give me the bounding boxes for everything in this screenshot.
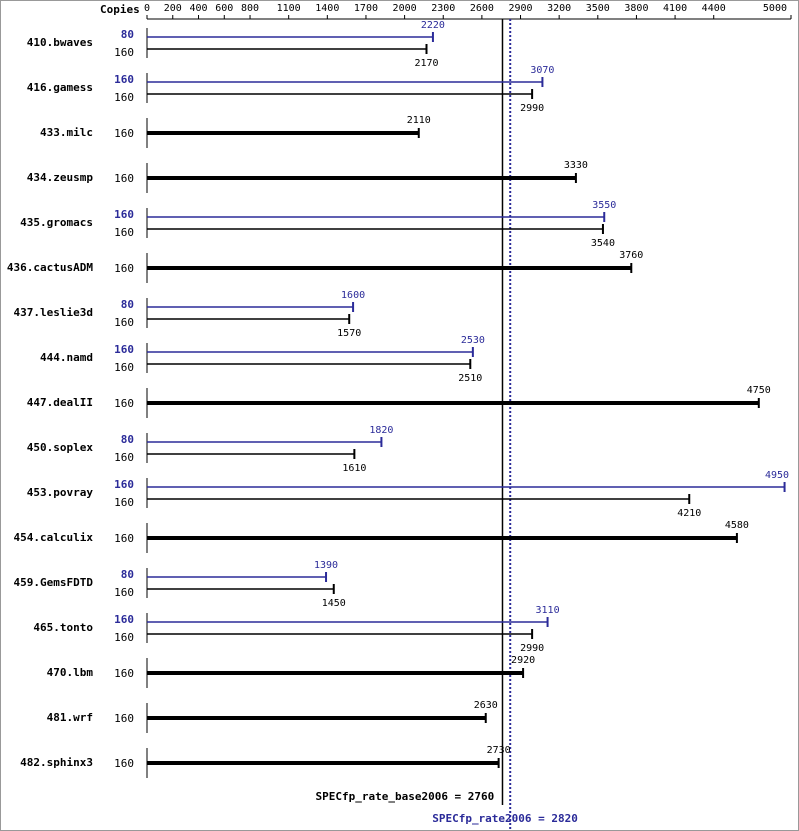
- peak-copies: 160: [114, 613, 134, 626]
- peak-value-label: 1820: [369, 425, 393, 436]
- base-copies: 160: [114, 451, 134, 464]
- base-copies: 160: [114, 631, 134, 644]
- peak-copies: 160: [114, 343, 134, 356]
- base-copies: 160: [114, 316, 134, 329]
- x-tick-label: 1400: [315, 3, 339, 14]
- benchmark-label: 434.zeusmp: [27, 171, 94, 184]
- base-value-label: 1570: [337, 328, 361, 339]
- x-tick-label: 3500: [586, 3, 610, 14]
- base-value-label: 4210: [677, 508, 701, 519]
- peak-copies: 80: [121, 568, 134, 581]
- peak-value-label: 2220: [421, 20, 445, 31]
- benchmark-label: 450.soplex: [27, 441, 94, 454]
- base-value-label: 2990: [520, 103, 544, 114]
- base-copies: 160: [114, 226, 134, 239]
- benchmark-label: 436.cactusADM: [7, 261, 93, 274]
- benchmark-label: 444.namd: [40, 351, 93, 364]
- x-tick-label: 600: [215, 3, 233, 14]
- peak-value-label: 1390: [314, 560, 338, 571]
- x-tick-label: 200: [164, 3, 182, 14]
- base-copies: 160: [114, 127, 134, 140]
- base-copies: 160: [114, 46, 134, 59]
- base-value-label: 4750: [747, 385, 771, 396]
- benchmark-label: 453.povray: [27, 486, 94, 499]
- base-copies: 160: [114, 361, 134, 374]
- peak-value-label: 2530: [461, 335, 485, 346]
- x-tick-label: 2600: [470, 3, 494, 14]
- base-value-label: 2170: [414, 58, 438, 69]
- x-tick-label: 800: [241, 3, 259, 14]
- benchmark-label: 465.tonto: [33, 621, 93, 634]
- axis-label: Copies: [100, 3, 140, 16]
- base-copies: 160: [114, 496, 134, 509]
- x-tick-label: 1100: [277, 3, 301, 14]
- base-copies: 160: [114, 262, 134, 275]
- base-copies: 160: [114, 532, 134, 545]
- base-copies: 160: [114, 667, 134, 680]
- base-copies: 160: [114, 712, 134, 725]
- peak-copies: 80: [121, 433, 134, 446]
- benchmark-label: 435.gromacs: [20, 216, 93, 229]
- base-copies: 160: [114, 757, 134, 770]
- base-value-label: 4580: [725, 520, 749, 531]
- benchmark-label: 454.calculix: [14, 531, 94, 544]
- benchmark-label: 481.wrf: [47, 711, 93, 724]
- peak-value-label: 3070: [530, 65, 554, 76]
- base-value-label: 1450: [322, 598, 346, 609]
- x-tick-label: 400: [189, 3, 207, 14]
- benchmark-label: 459.GemsFDTD: [14, 576, 94, 589]
- base-copies: 160: [114, 397, 134, 410]
- benchmark-label: 433.milc: [40, 126, 93, 139]
- x-tick-label: 3200: [547, 3, 571, 14]
- base-copies: 160: [114, 172, 134, 185]
- reference-label: SPECfp_rate2006 = 2820: [432, 812, 578, 825]
- peak-copies: 160: [114, 478, 134, 491]
- x-tick-label: 4100: [663, 3, 687, 14]
- base-value-label: 1610: [342, 463, 366, 474]
- benchmark-label: 416.gamess: [27, 81, 93, 94]
- base-value-label: 2110: [407, 115, 431, 126]
- peak-copies: 160: [114, 208, 134, 221]
- x-tick-label: 5000: [763, 3, 787, 14]
- peak-copies: 80: [121, 28, 134, 41]
- benchmark-label: 482.sphinx3: [20, 756, 93, 769]
- base-value-label: 2630: [474, 700, 498, 711]
- benchmark-label: 437.leslie3d: [14, 306, 93, 319]
- reference-label: SPECfp_rate_base2006 = 2760: [315, 790, 494, 803]
- x-tick-label: 2900: [508, 3, 532, 14]
- base-copies: 160: [114, 91, 134, 104]
- base-value-label: 3540: [591, 238, 615, 249]
- benchmark-label: 410.bwaves: [27, 36, 93, 49]
- peak-value-label: 3110: [536, 605, 560, 616]
- peak-value-label: 3550: [592, 200, 616, 211]
- x-tick-label: 1700: [354, 3, 378, 14]
- peak-copies: 80: [121, 298, 134, 311]
- base-value-label: 3330: [564, 160, 588, 171]
- peak-value-label: 1600: [341, 290, 365, 301]
- x-tick-label: 2300: [431, 3, 455, 14]
- base-value-label: 2730: [487, 745, 511, 756]
- x-tick-label: 2000: [393, 3, 417, 14]
- base-value-label: 3760: [619, 250, 643, 261]
- benchmark-label: 447.dealII: [27, 396, 93, 409]
- benchmark-label: 470.lbm: [47, 666, 94, 679]
- x-tick-label: 3800: [624, 3, 648, 14]
- peak-copies: 160: [114, 73, 134, 86]
- x-tick-label: 0: [144, 3, 150, 14]
- x-tick-label: 4400: [702, 3, 726, 14]
- peak-value-label: 4950: [765, 470, 789, 481]
- base-copies: 160: [114, 586, 134, 599]
- base-value-label: 2920: [511, 655, 535, 666]
- base-value-label: 2510: [458, 373, 482, 384]
- base-value-label: 2990: [520, 643, 544, 654]
